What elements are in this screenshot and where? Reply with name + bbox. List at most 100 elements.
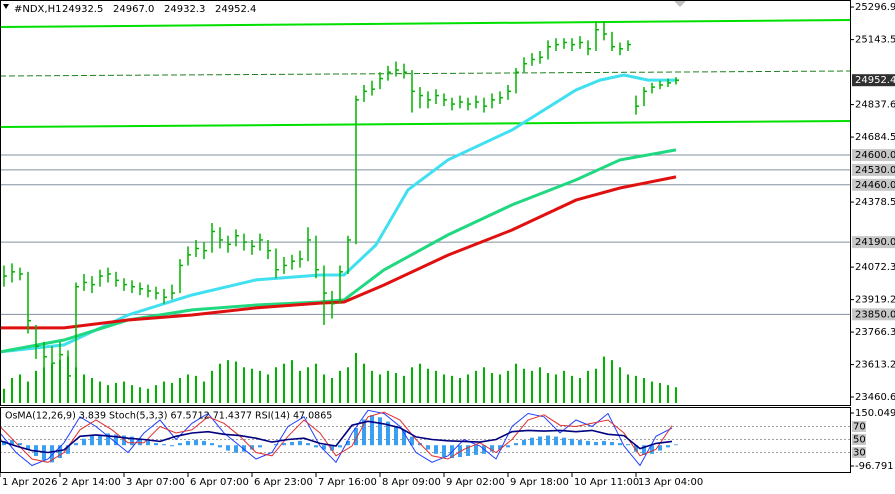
- osma-bar: [362, 419, 366, 446]
- osma-bar: [626, 444, 630, 446]
- osma-bar: [490, 445, 494, 452]
- volume-bar: [523, 368, 525, 403]
- y-tick-label: 24378.5: [855, 197, 895, 208]
- trend-line: [0, 120, 851, 128]
- volume-bar: [379, 374, 381, 403]
- menu-arrow[interactable]: [3, 4, 9, 9]
- osma-bar: [18, 443, 22, 446]
- osma-bar: [314, 445, 318, 448]
- y-tick-label: 150.049: [855, 408, 895, 419]
- volume-bar: [579, 378, 581, 403]
- quote-close: 24952.4: [215, 4, 256, 15]
- osma-bar: [130, 436, 134, 446]
- x-tick-label: 6 Apr 07:00: [190, 477, 249, 488]
- osma-bar: [658, 445, 662, 451]
- y-tick-label: -96.791: [855, 461, 894, 472]
- osma-bar: [378, 417, 382, 446]
- osma-bar: [114, 434, 118, 446]
- volume-bar: [339, 370, 341, 403]
- quote-low: 24932.3: [164, 4, 205, 15]
- osma-bar: [290, 442, 294, 446]
- volume-bar: [675, 387, 677, 403]
- osma-bar: [338, 445, 342, 448]
- osma-bar: [466, 445, 470, 456]
- volume-bar: [419, 363, 421, 403]
- volume-bar: [35, 370, 37, 403]
- volume-bar: [27, 381, 29, 403]
- quote-open: 24932.5: [62, 4, 103, 15]
- osma-bar: [386, 421, 390, 446]
- volume-bar: [139, 387, 141, 403]
- volume-bar: [283, 363, 285, 403]
- osma-bar: [234, 445, 238, 453]
- level-label: 23850.0: [855, 309, 895, 320]
- osma-bar: [1, 440, 6, 446]
- volume-bar: [307, 367, 309, 403]
- x-tick-label: 13 Apr 04:00: [638, 477, 703, 488]
- osma-bar: [202, 440, 206, 446]
- volume-bar: [219, 363, 221, 403]
- volume-bar: [251, 368, 253, 403]
- volume-bar: [91, 378, 93, 403]
- volume-bar: [571, 375, 573, 403]
- osma-bar: [106, 433, 110, 446]
- volume-bar: [363, 363, 365, 403]
- x-tick-label: 10 Apr 11:00: [574, 477, 639, 488]
- trend-line: [0, 70, 851, 77]
- volume-bar: [499, 374, 501, 403]
- volume-bar: [203, 381, 205, 403]
- volume-bar: [531, 370, 533, 403]
- level-label-box: [852, 308, 895, 321]
- osma-bar: [578, 439, 582, 446]
- osma-bar: [154, 443, 158, 446]
- level-label-box: [852, 178, 895, 191]
- volume-bar: [427, 368, 429, 403]
- osma-bar: [506, 445, 510, 448]
- osma-bar: [514, 443, 518, 446]
- osma-bar: [250, 445, 254, 450]
- y-tick-label: 23919.2: [855, 295, 895, 306]
- osma-bar: [122, 435, 126, 446]
- osma-bar: [170, 445, 174, 447]
- volume-bar: [75, 367, 77, 403]
- osma-bar: [554, 436, 558, 446]
- volume-bar: [163, 381, 165, 403]
- volume-bar: [267, 374, 269, 403]
- volume-bar: [539, 367, 541, 403]
- volume-bar: [619, 367, 621, 403]
- osma-bar: [402, 430, 406, 446]
- volume-bar: [371, 370, 373, 403]
- volume-bar: [59, 360, 61, 403]
- volume-bar: [275, 367, 277, 403]
- osma-bar: [10, 439, 14, 446]
- osma-bar: [586, 440, 590, 446]
- volume-bar: [347, 367, 349, 403]
- osma-bar: [322, 445, 326, 450]
- osc-line: [0, 420, 673, 454]
- volume-bar: [603, 356, 605, 403]
- osc-level-box: [852, 447, 866, 458]
- volume-bar: [131, 385, 133, 403]
- osma-bar: [634, 445, 638, 452]
- volume-bar: [227, 360, 229, 403]
- osc-frame: [0, 407, 851, 473]
- osma-bar: [218, 445, 222, 448]
- volume-bar: [395, 373, 397, 403]
- volume-bar: [643, 378, 645, 403]
- osma-bar: [146, 440, 150, 446]
- volume-bar: [467, 374, 469, 403]
- shift-marker[interactable]: [674, 1, 686, 7]
- volume-bar: [587, 370, 589, 403]
- osma-bar: [434, 445, 438, 454]
- last-price-box: [852, 74, 895, 87]
- osma-bar: [426, 445, 430, 450]
- volume-bar: [355, 353, 357, 403]
- osma-bar: [394, 425, 398, 446]
- volume-bar: [547, 373, 549, 403]
- volume-bar: [291, 360, 293, 403]
- x-tick-label: 7 Apr 16:00: [318, 477, 377, 488]
- volume-bar: [259, 370, 261, 403]
- volume-bar: [491, 373, 493, 403]
- volume-bar: [659, 383, 661, 403]
- volume-bar: [483, 367, 485, 403]
